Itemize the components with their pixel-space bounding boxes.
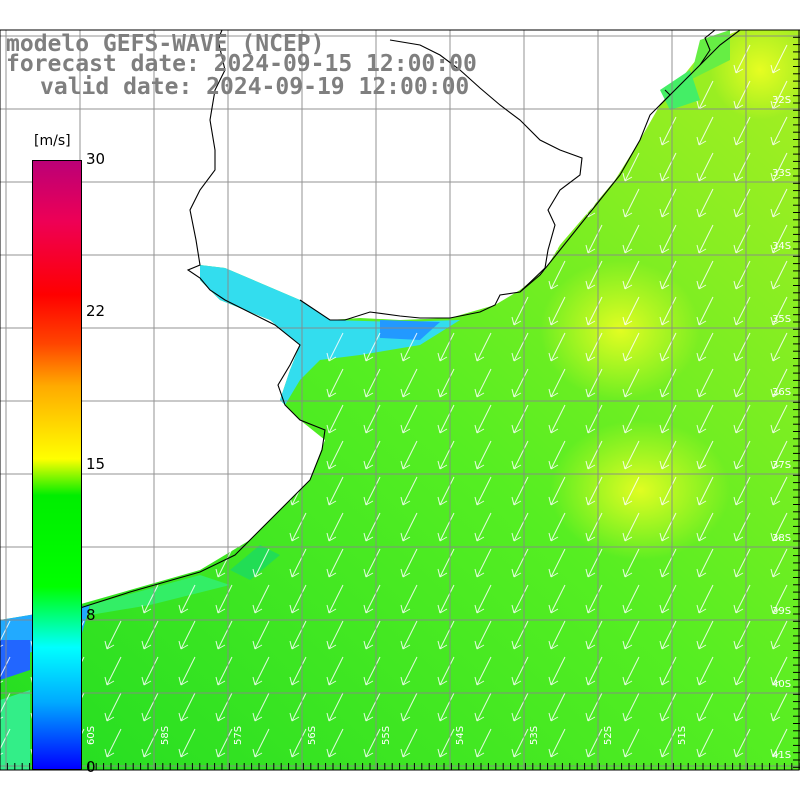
wind-arrows <box>0 44 788 758</box>
lon-label: 51S <box>677 725 688 745</box>
lat-label: 34S <box>772 241 792 252</box>
lat-label: 41S <box>772 750 792 761</box>
lon-label: 56S <box>307 725 318 745</box>
lon-label: 60S <box>86 725 97 745</box>
lat-label: 40S <box>772 679 792 690</box>
lon-label: 54S <box>455 725 466 745</box>
model-title: modelo GEFS-WAVE (NCEP) <box>6 31 325 57</box>
lon-label: 58S <box>160 725 171 745</box>
lon-label: 57S <box>233 725 244 745</box>
lat-label: 35S <box>772 314 792 325</box>
colorbar-tick: 15 <box>86 455 106 473</box>
lat-label: 32S <box>772 95 792 106</box>
lat-label: 37S <box>772 460 792 471</box>
lon-label: 55S <box>381 725 392 745</box>
colorbar-tick: 8 <box>86 606 96 624</box>
colorbar <box>32 160 82 770</box>
colorbar-tick: 22 <box>86 302 106 320</box>
forecast-date: forecast date: 2024-09-15 12:00:00 <box>6 51 477 77</box>
lon-label: 52S <box>603 725 614 745</box>
coastline <box>79 30 741 609</box>
valid-date: valid date: 2024-09-19 12:00:00 <box>40 74 470 100</box>
colorbar-tick: 0 <box>86 758 96 776</box>
colorbar-tick: 30 <box>86 150 106 168</box>
map-frame <box>0 29 800 771</box>
lat-label: 38S <box>772 533 792 544</box>
lat-label: 33S <box>772 168 792 179</box>
lat-label: 39S <box>772 606 792 617</box>
lat-label: 36S <box>772 387 792 398</box>
lat-lon-grid <box>0 30 800 770</box>
lon-label: 53S <box>529 725 540 745</box>
colorbar-unit: [m/s] <box>34 133 71 149</box>
